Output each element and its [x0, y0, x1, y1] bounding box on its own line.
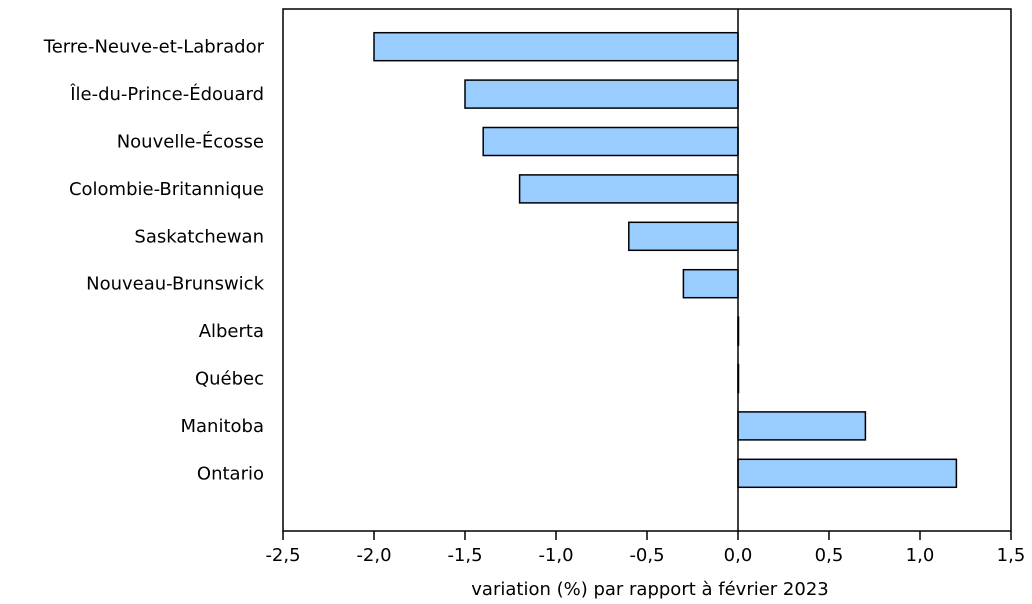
x-tick-label: 0,0	[724, 545, 753, 566]
x-tick-label: -2,5	[265, 545, 300, 566]
bar-ile-du-prince-edouard	[464, 79, 739, 109]
x-tick-label: 1,5	[997, 545, 1026, 566]
x-tick-label: -2,0	[356, 545, 391, 566]
x-axis-label: variation (%) par rapport à février 2023	[471, 579, 828, 600]
category-label-ile-du-prince-edouard: Île-du-Prince-Édouard	[69, 83, 264, 105]
x-tick-label: -1,5	[447, 545, 482, 566]
category-labels: Terre-Neuve-et-Labrador Île-du-Prince-Édo…	[43, 37, 265, 485]
bar-ontario	[737, 458, 958, 489]
bar-nouvelle-ecosse	[482, 126, 739, 157]
x-tick-label: -1,0	[538, 545, 573, 566]
category-label-quebec: Québec	[195, 369, 264, 390]
bar-saskatchewan	[628, 221, 739, 252]
x-axis-ticks: -2,5 -2,0 -1,5 -1,0 -0,5 0,0 0,5 1,0 1,5	[265, 531, 1025, 566]
category-label-colombie-britannique: Colombie-Britannique	[69, 179, 264, 200]
category-label-terre-neuve-et-labrador: Terre-Neuve-et-Labrador	[43, 37, 265, 58]
category-label-nouveau-brunswick: Nouveau-Brunswick	[86, 274, 264, 295]
bar-terre-neuve-et-labrador	[373, 31, 739, 62]
category-label-manitoba: Manitoba	[181, 416, 265, 437]
bar-colombie-britannique	[518, 174, 739, 204]
category-label-nouvelle-ecosse: Nouvelle-Écosse	[117, 131, 264, 153]
category-label-saskatchewan: Saskatchewan	[134, 226, 264, 247]
category-label-alberta: Alberta	[199, 321, 264, 342]
x-tick-label: 1,0	[906, 545, 935, 566]
bar-nouveau-brunswick	[682, 268, 739, 299]
category-label-ontario: Ontario	[197, 463, 264, 484]
x-tick-label: -0,5	[629, 545, 664, 566]
bars-group	[373, 31, 958, 489]
bar-manitoba	[737, 411, 867, 441]
x-tick-label: 0,5	[815, 545, 844, 566]
